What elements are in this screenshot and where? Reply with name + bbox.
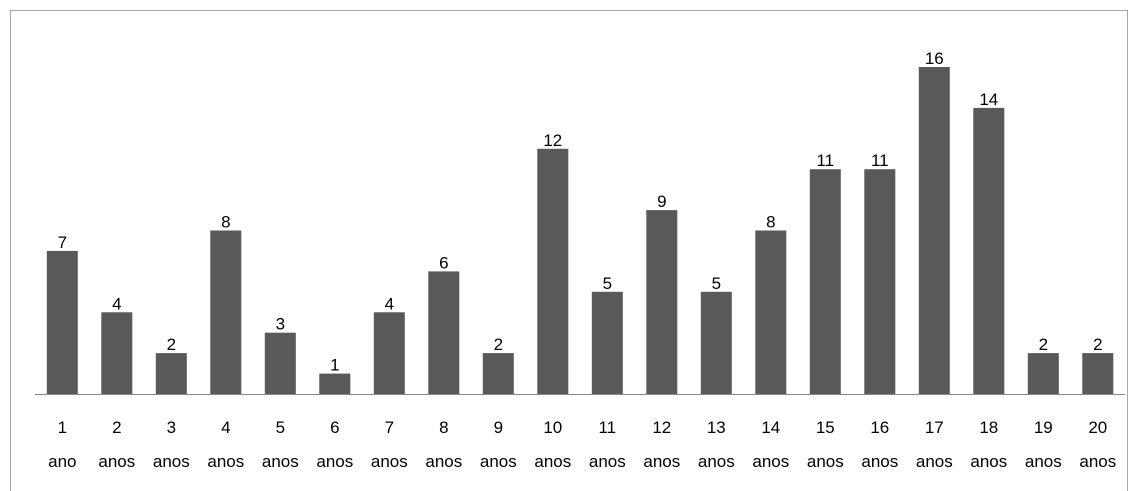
data-label-20: 2 <box>1093 335 1102 354</box>
data-label-11: 5 <box>603 274 612 293</box>
data-label-10: 12 <box>543 131 562 150</box>
x-tick-unit-6: anos <box>316 452 353 471</box>
x-tick-number-10: 10 <box>543 418 562 437</box>
data-label-14: 8 <box>766 213 775 232</box>
x-tick-unit-1: ano <box>48 452 76 471</box>
data-label-5: 3 <box>276 315 285 334</box>
bar-11 <box>591 291 623 394</box>
x-tick-unit-13: anos <box>698 452 735 471</box>
x-tick-number-5: 5 <box>276 418 285 437</box>
data-label-12: 9 <box>657 192 666 211</box>
x-tick-unit-15: anos <box>807 452 844 471</box>
x-tick-number-7: 7 <box>385 418 394 437</box>
x-tick-number-16: 16 <box>870 418 889 437</box>
data-label-1: 7 <box>58 233 67 252</box>
x-tick-unit-7: anos <box>371 452 408 471</box>
bar-10 <box>537 148 569 395</box>
bar-4 <box>210 230 242 394</box>
data-label-9: 2 <box>494 335 503 354</box>
bar-18 <box>973 107 1005 395</box>
bar-17 <box>918 67 950 394</box>
x-tick-unit-14: anos <box>752 452 789 471</box>
x-tick-unit-16: anos <box>861 452 898 471</box>
x-tick-unit-3: anos <box>153 452 190 471</box>
x-tick-number-2: 2 <box>112 418 121 437</box>
x-tick-unit-17: anos <box>916 452 953 471</box>
x-tick-number-6: 6 <box>330 418 339 437</box>
bars-group <box>46 67 1114 395</box>
x-tick-unit-2: anos <box>98 452 135 471</box>
x-tick-number-20: 20 <box>1088 418 1107 437</box>
x-tick-number-9: 9 <box>494 418 503 437</box>
bar-6 <box>319 373 351 394</box>
bar-16 <box>864 169 896 394</box>
x-tick-number-18: 18 <box>979 418 998 437</box>
x-tick-number-17: 17 <box>925 418 944 437</box>
data-label-18: 14 <box>979 90 998 109</box>
bar-1 <box>46 250 78 394</box>
data-label-17: 16 <box>925 49 944 68</box>
x-tick-unit-19: anos <box>1025 452 1062 471</box>
x-tick-unit-5: anos <box>262 452 299 471</box>
x-tick-unit-20: anos <box>1079 452 1116 471</box>
x-tick-number-19: 19 <box>1034 418 1053 437</box>
bar-15 <box>809 169 841 394</box>
x-tick-unit-9: anos <box>480 452 517 471</box>
x-tick-labels-group: 1 ano 2 anos 3 anos 4 anos 5 anos 6 anos 7 anos 8 anos 9… <box>48 418 1116 471</box>
x-tick-number-12: 12 <box>652 418 671 437</box>
bar-2 <box>101 312 133 395</box>
x-tick-number-3: 3 <box>167 418 176 437</box>
x-tick-number-14: 14 <box>761 418 780 437</box>
bar-7 <box>373 312 405 395</box>
x-tick-unit-8: anos <box>425 452 462 471</box>
bar-3 <box>155 353 187 394</box>
data-label-4: 8 <box>221 213 230 232</box>
x-tick-number-15: 15 <box>816 418 835 437</box>
bar-19 <box>1027 353 1059 394</box>
x-tick-number-1: 1 <box>58 418 67 437</box>
data-label-19: 2 <box>1039 335 1048 354</box>
x-tick-number-11: 11 <box>598 418 616 437</box>
bar-5 <box>264 332 296 394</box>
x-tick-number-13: 13 <box>707 418 726 437</box>
data-label-2: 4 <box>112 294 121 313</box>
bar-8 <box>428 271 460 394</box>
data-label-7: 4 <box>385 294 394 313</box>
bar-20 <box>1082 353 1114 394</box>
bar-12 <box>646 210 678 394</box>
data-label-13: 5 <box>712 274 721 293</box>
x-tick-unit-11: anos <box>589 452 626 471</box>
x-tick-unit-4: anos <box>207 452 244 471</box>
data-label-8: 6 <box>439 253 448 272</box>
data-label-16: 11 <box>871 151 889 170</box>
x-tick-number-8: 8 <box>439 418 448 437</box>
data-label-3: 2 <box>167 335 176 354</box>
x-tick-unit-10: anos <box>534 452 571 471</box>
x-tick-unit-18: anos <box>970 452 1007 471</box>
bar-13 <box>700 291 732 394</box>
data-label-6: 1 <box>330 356 339 375</box>
bar-9 <box>482 353 514 394</box>
bar-14 <box>755 230 787 394</box>
data-label-15: 11 <box>816 151 834 170</box>
x-tick-number-4: 4 <box>221 418 230 437</box>
x-tick-unit-12: anos <box>643 452 680 471</box>
